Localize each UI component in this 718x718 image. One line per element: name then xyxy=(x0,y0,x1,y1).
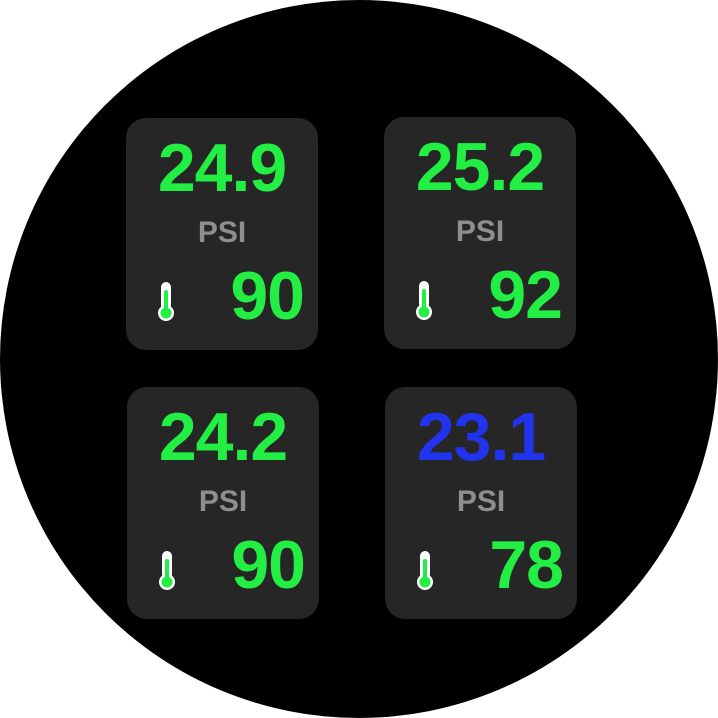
tire-card-front-left[interactable]: 24.9 PSI 90 xyxy=(126,118,318,350)
pressure-value: 24.9 xyxy=(157,130,287,206)
pressure-value: 25.2 xyxy=(415,129,545,205)
pressure-unit-label: PSI xyxy=(197,216,247,249)
temperature-value: 90 xyxy=(231,527,306,603)
temperature-value: 92 xyxy=(488,257,563,333)
temperature-value: 78 xyxy=(489,527,564,603)
tire-card-rear-right[interactable]: 23.1 PSI 78 xyxy=(385,387,577,619)
pressure-value: 24.2 xyxy=(158,399,288,475)
pressure-unit-label: PSI xyxy=(198,485,248,518)
pressure-value: 23.1 xyxy=(416,399,546,475)
thermometer-icon xyxy=(159,551,175,590)
tire-card-rear-left[interactable]: 24.2 PSI 90 xyxy=(127,387,319,619)
thermometer-icon xyxy=(158,282,174,321)
thermometer-icon xyxy=(416,281,432,320)
pressure-unit-label: PSI xyxy=(456,485,506,518)
thermometer-icon xyxy=(417,551,433,590)
tire-card-front-right[interactable]: 25.2 PSI 92 xyxy=(384,117,576,349)
pressure-unit-label: PSI xyxy=(455,215,505,248)
temperature-value: 90 xyxy=(230,258,305,334)
